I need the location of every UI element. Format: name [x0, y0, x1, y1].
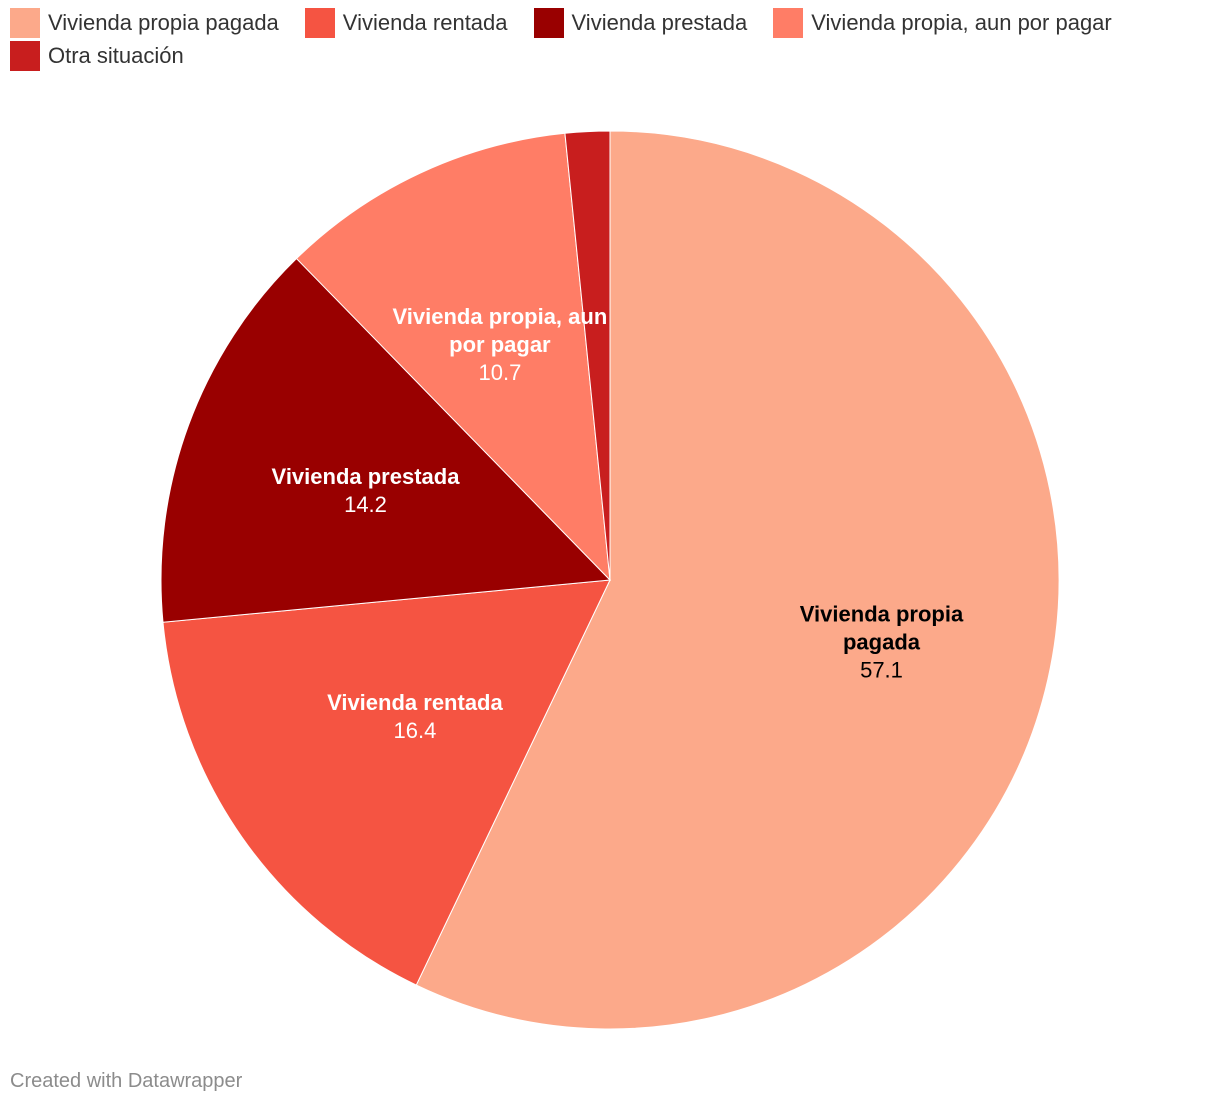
slice-label: Vivienda propia, aun por pagar: [393, 304, 608, 357]
pie-labels: Vivienda propia pagada 57.1 Vivienda rentad…: [272, 304, 964, 743]
legend-swatch: [773, 7, 804, 38]
legend-item-vivienda-rentada: Vivienda rentada: [304, 7, 508, 38]
slice-label: Vivienda rentada: [327, 690, 503, 715]
pie-slice-vivienda-rentada: [162, 579, 611, 986]
legend-item-vivienda-prestada: Vivienda prestada: [533, 7, 748, 38]
slice-label: Vivienda propia pagada: [800, 602, 964, 655]
legend-label: Vivienda propia pagada: [48, 9, 279, 35]
legend-item-vivienda-propia-por-pagar: Vivienda propia, aun por pagar: [773, 7, 1112, 38]
pie-slice-vivienda-propia-aun-por-pagar: [295, 132, 611, 582]
legend-label: Vivienda prestada: [571, 9, 748, 35]
slice-value: 57.1: [860, 658, 903, 683]
legend-swatch: [10, 40, 40, 71]
slice-label: Vivienda prestada: [272, 464, 461, 489]
slice-value: 14.2: [344, 492, 387, 517]
pie-slice-otra-situacion: [564, 130, 611, 581]
legend-label: Vivienda propia, aun por pagar: [811, 9, 1112, 35]
pie-slice-vivienda-prestada: [160, 257, 612, 623]
pie-slice-vivienda-propia-pagada: [415, 130, 1060, 1030]
legend-label: Vivienda rentada: [342, 9, 508, 35]
slice-value: 10.7: [478, 360, 521, 385]
legend-item-otra-situacion: Otra situación: [10, 40, 184, 71]
legend-swatch: [533, 7, 564, 38]
slice-value: 16.4: [393, 718, 436, 743]
legend-swatch: [10, 7, 40, 38]
chart-legend: Vivienda propia pagada Vivienda rentada …: [10, 7, 1210, 71]
pie-slices: [160, 130, 1060, 1030]
legend-swatch: [304, 7, 335, 38]
legend-label: Otra situación: [48, 42, 184, 68]
legend-item-vivienda-propia-pagada: Vivienda propia pagada: [10, 7, 279, 38]
datawrapper-credit: Created with Datawrapper: [10, 1070, 243, 1092]
